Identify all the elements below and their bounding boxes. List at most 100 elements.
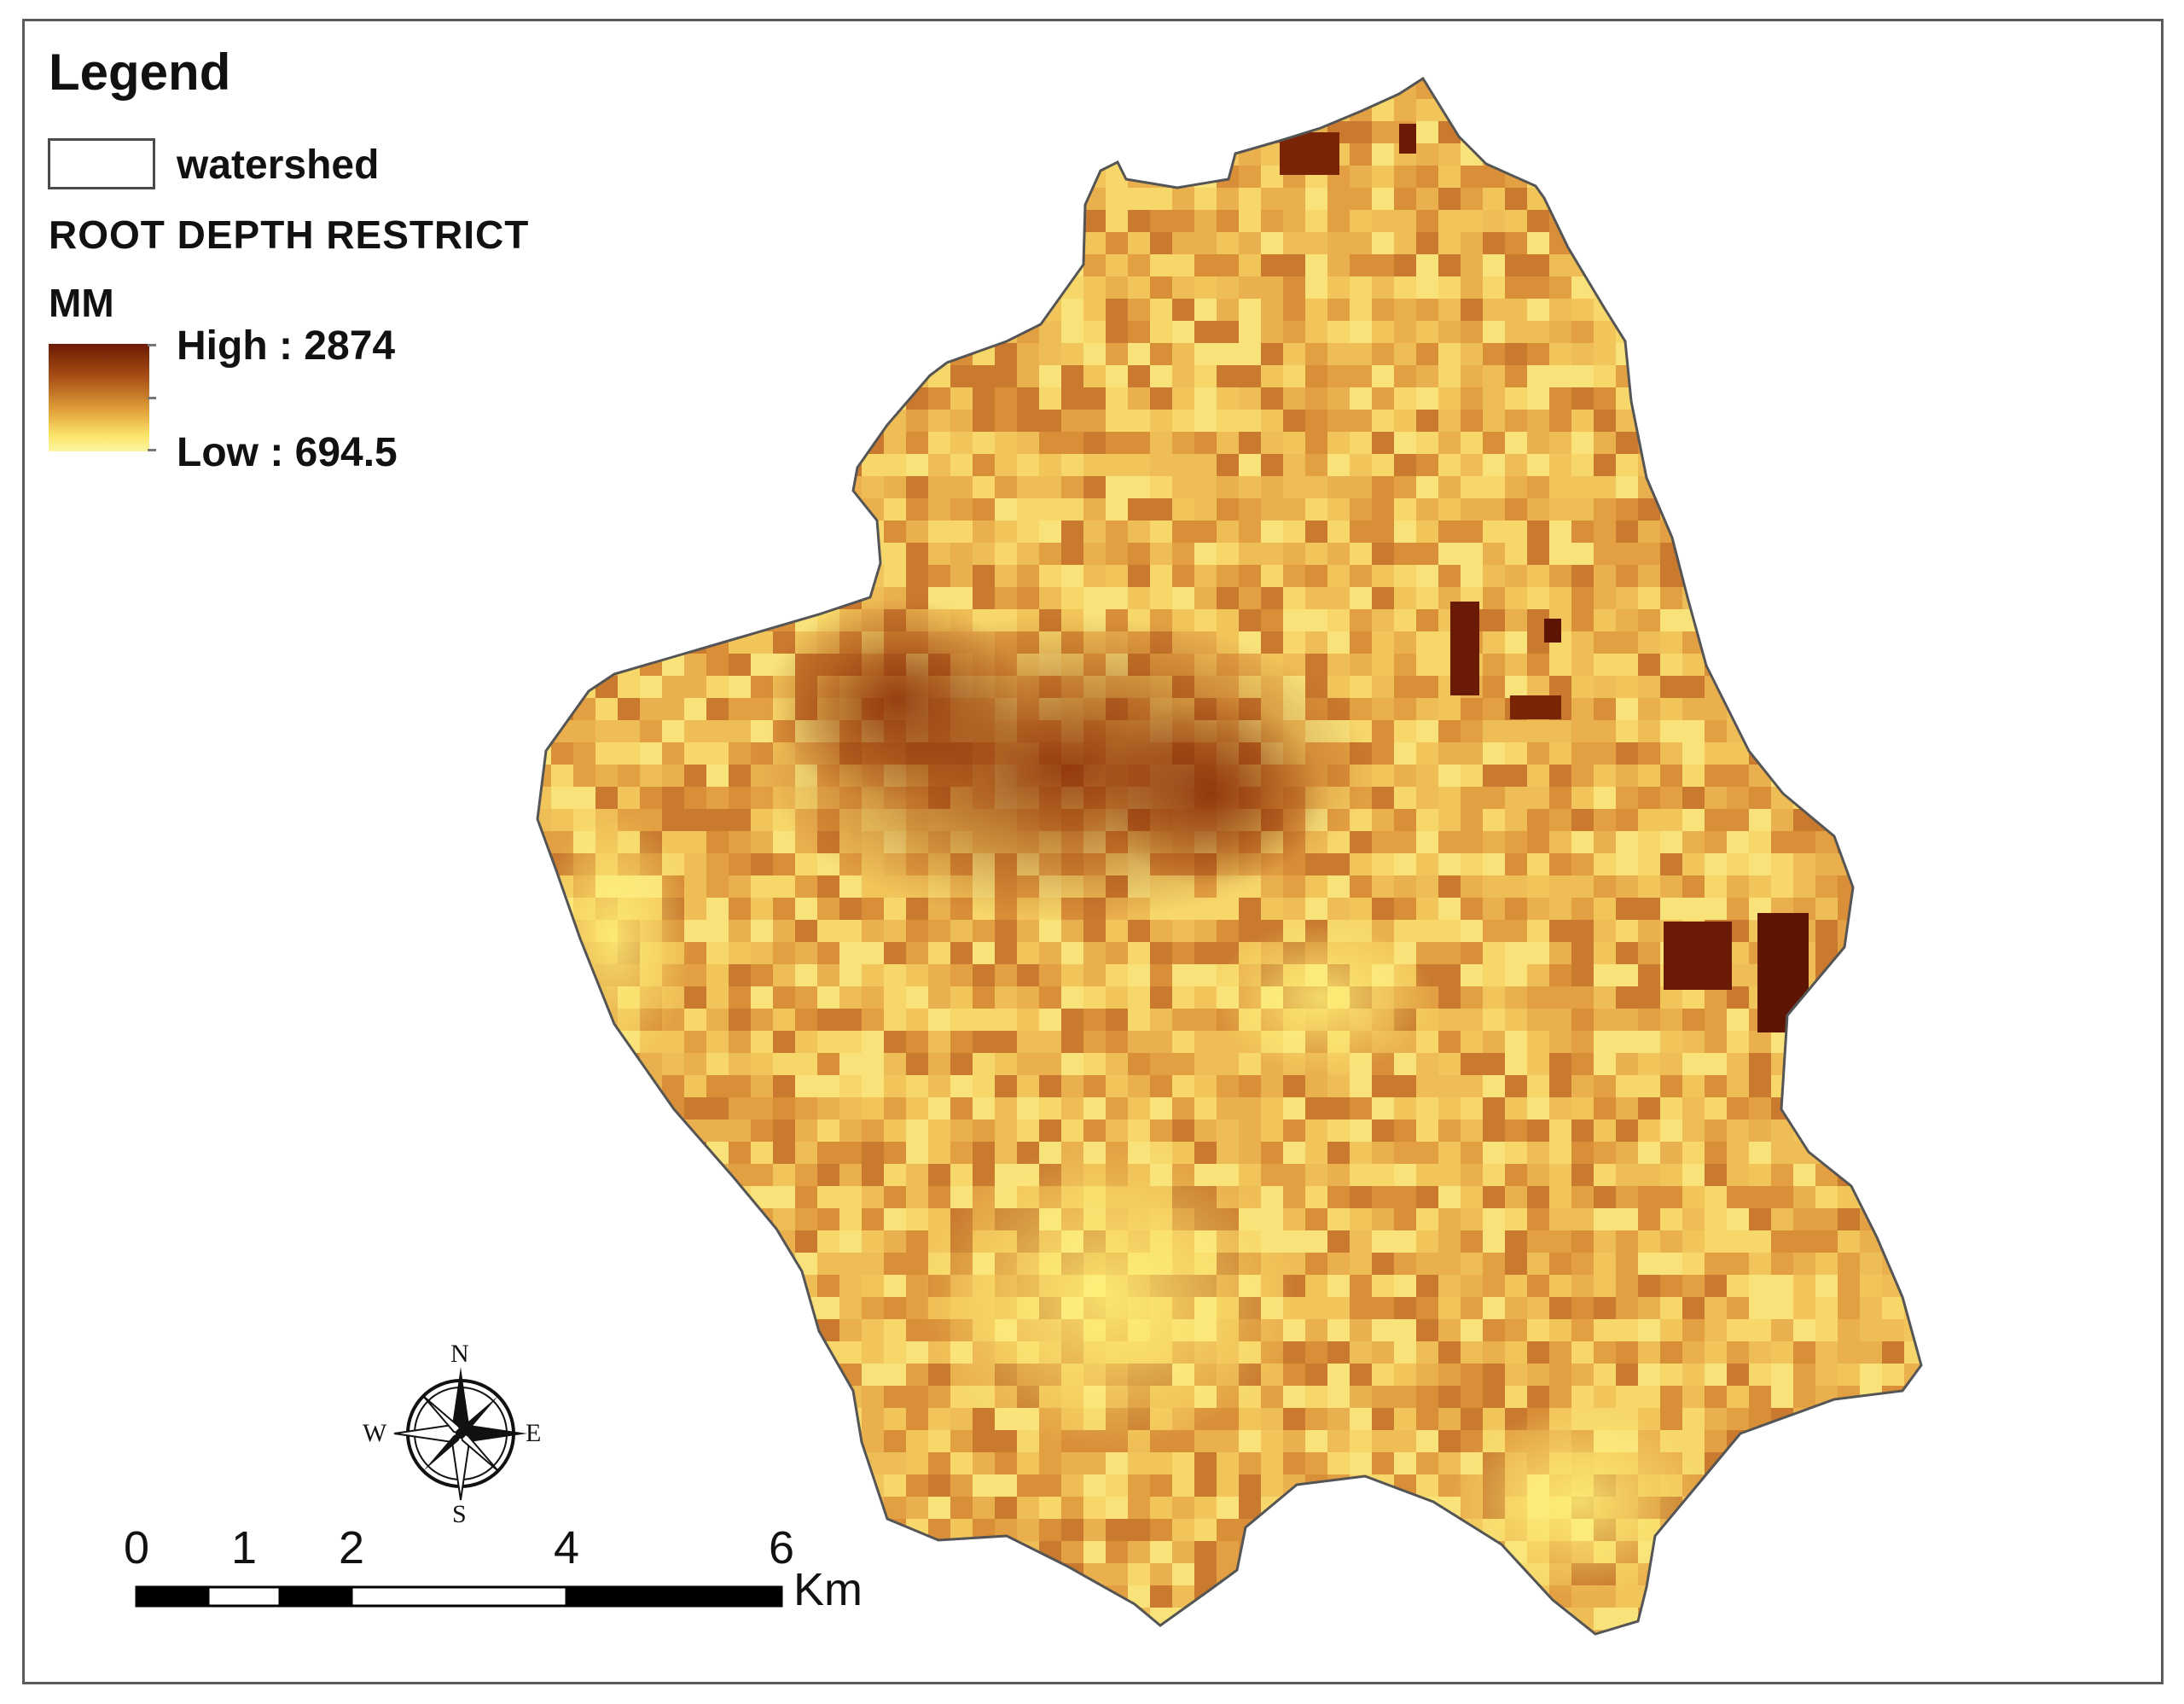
- raster-cell: [573, 1009, 595, 1031]
- raster-cell: [1616, 875, 1638, 898]
- raster-cell: [1860, 942, 1882, 964]
- raster-cell: [706, 720, 729, 742]
- raster-cell: [1017, 387, 1039, 410]
- raster-cell: [795, 476, 817, 498]
- raster-cell: [706, 1031, 729, 1053]
- raster-cell: [839, 143, 862, 166]
- raster-cell: [1327, 1319, 1350, 1341]
- raster-cell: [950, 1585, 973, 1608]
- raster-cell: [662, 343, 684, 365]
- raster-cell: [1926, 166, 1949, 188]
- raster-cell: [1527, 276, 1549, 299]
- raster-cell: [1727, 254, 1749, 276]
- raster-cell: [773, 1319, 795, 1341]
- raster-cell: [973, 1031, 995, 1053]
- raster-cell: [1039, 365, 1061, 387]
- raster-cell: [1793, 565, 1815, 587]
- watershed-swatch: [48, 138, 155, 189]
- raster-cell: [1616, 986, 1638, 1009]
- raster-cell: [1793, 1009, 1815, 1031]
- raster-cell: [884, 1541, 906, 1563]
- raster-cell: [1638, 787, 1660, 809]
- raster-cell: [595, 1253, 618, 1275]
- raster-cell: [1194, 1142, 1217, 1164]
- raster-cell: [1571, 742, 1594, 765]
- raster-cell: [1372, 79, 1394, 99]
- raster-cell: [1372, 1452, 1394, 1474]
- raster-cell: [1416, 609, 1438, 631]
- raster-cell: [1793, 875, 1815, 898]
- raster-cell: [1594, 1608, 1616, 1630]
- raster-cell: [1172, 1031, 1194, 1053]
- raster-cell: [1749, 1164, 1771, 1186]
- raster-cell: [906, 1497, 928, 1519]
- raster-cell: [662, 1253, 684, 1275]
- raster-cell: [537, 299, 551, 321]
- raster-cell: [1638, 1386, 1660, 1408]
- raster-cell: [729, 1253, 751, 1275]
- raster-cell: [1727, 587, 1749, 609]
- raster-cell: [1771, 1541, 1793, 1563]
- raster-cell: [1838, 1142, 1860, 1164]
- raster-cell: [1194, 454, 1217, 476]
- raster-cell: [1239, 166, 1261, 188]
- raster-cell: [573, 498, 595, 521]
- raster-cell: [973, 1142, 995, 1164]
- raster-cell: [662, 543, 684, 565]
- raster-cell: [595, 166, 618, 188]
- raster-cell: [1926, 1341, 1949, 1364]
- raster-cell: [1838, 166, 1860, 188]
- raster-cell: [1904, 254, 1921, 276]
- raster-cell: [1372, 875, 1394, 898]
- raster-cell: [706, 1386, 729, 1408]
- raster-cell: [1926, 1230, 1949, 1253]
- raster-cell: [618, 79, 640, 99]
- raster-cell: [1483, 498, 1505, 521]
- raster-cell: [1860, 587, 1882, 609]
- raster-cell: [1749, 831, 1771, 853]
- raster-cell: [1571, 676, 1594, 698]
- raster-cell: [973, 1097, 995, 1120]
- raster-cell: [1749, 631, 1771, 654]
- raster-cell: [1882, 1408, 1904, 1430]
- raster-cell: [1483, 521, 1505, 543]
- raster-cell: [1438, 432, 1461, 454]
- raster-cell: [1682, 1563, 1705, 1585]
- raster-cell: [1305, 1230, 1327, 1253]
- raster-cell: [1261, 365, 1283, 387]
- raster-cell: [839, 1297, 862, 1319]
- raster-cell: [1682, 875, 1705, 898]
- raster-cell: [751, 875, 773, 898]
- raster-cell: [1483, 609, 1505, 631]
- raster-cell: [1461, 1208, 1483, 1230]
- raster-cell: [839, 1009, 862, 1031]
- raster-cell: [1904, 942, 1921, 964]
- raster-cell: [1438, 986, 1461, 1009]
- raster-cell: [1505, 99, 1527, 121]
- raster-cell: [1350, 1452, 1372, 1474]
- raster-cell: [751, 365, 773, 387]
- raster-cell: [839, 521, 862, 543]
- raster-cell: [862, 121, 884, 143]
- raster-cell: [1904, 1275, 1921, 1297]
- raster-cell: [595, 787, 618, 809]
- raster-cell: [1061, 321, 1083, 343]
- raster-cell: [1749, 609, 1771, 631]
- raster-cell: [839, 1275, 862, 1297]
- raster-cell: [862, 387, 884, 410]
- raster-cell: [1705, 1208, 1727, 1230]
- raster-cell: [1350, 387, 1372, 410]
- raster-cell: [1815, 587, 1838, 609]
- raster-cell: [928, 1630, 950, 1634]
- raster-cell: [973, 498, 995, 521]
- raster-cell: [1438, 543, 1461, 565]
- raster-cell: [729, 254, 751, 276]
- raster-cell: [1838, 1319, 1860, 1341]
- raster-cell: [1083, 942, 1106, 964]
- raster-cell: [862, 1097, 884, 1120]
- raster-cell: [1039, 1009, 1061, 1031]
- raster-cell: [1017, 276, 1039, 299]
- raster-cell: [1904, 210, 1921, 232]
- raster-cell: [684, 410, 706, 432]
- raster-cell: [1083, 498, 1106, 521]
